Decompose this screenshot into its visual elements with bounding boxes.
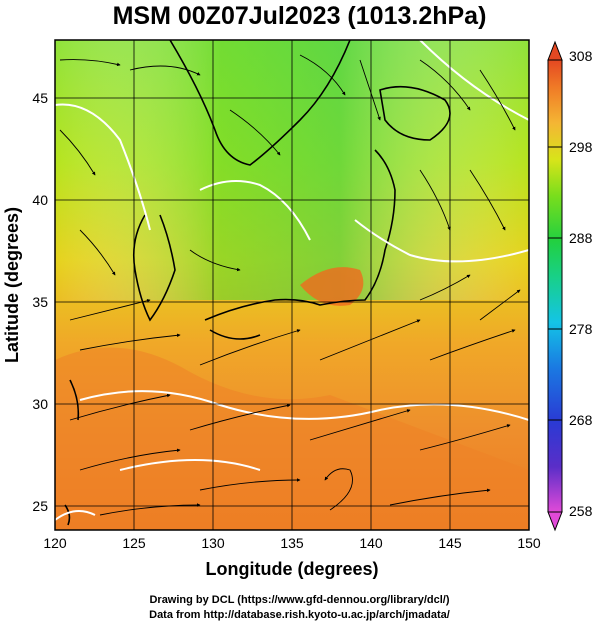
y-axis: 45 40 35 30 25: [32, 90, 48, 514]
x-tick-label: 125: [122, 535, 146, 551]
warm-patch-honshu: [300, 267, 364, 306]
x-tick-label: 140: [359, 535, 383, 551]
x-tick-label: 120: [43, 535, 67, 551]
credit-line-data: Data from http://database.rish.kyoto-u.a…: [149, 609, 450, 621]
x-tick-label: 150: [517, 535, 541, 551]
colorbar-tick-label: 278: [569, 321, 593, 337]
y-tick-label: 40: [32, 192, 48, 208]
plot-area: [55, 40, 529, 530]
y-axis-label: Latitude (degrees): [2, 207, 22, 363]
pressure-contours: [55, 40, 529, 521]
y-tick-label: 25: [32, 498, 48, 514]
x-axis: 120 125 130 135 140 145 150: [43, 535, 541, 551]
colorbar-tick-label: 288: [569, 230, 593, 246]
colorbar-tick-label: 298: [569, 139, 593, 155]
grid-lines: [55, 40, 529, 530]
y-tick-label: 30: [32, 396, 48, 412]
colorbar-tick-label: 268: [569, 412, 593, 428]
colorbar: 308 298 288 278 268 258: [547, 40, 593, 532]
x-tick-label: 135: [280, 535, 304, 551]
map-title: MSM 00Z07Jul2023 (1013.2hPa): [112, 2, 487, 30]
colorbar-tick-label: 258: [569, 503, 593, 519]
credit-line-drawing: Drawing by DCL (https://www.gfd-dennou.o…: [149, 594, 450, 606]
y-tick-label: 35: [32, 294, 48, 310]
plot-frame: [54, 39, 530, 531]
colorbar-top-arrow: [547, 40, 563, 61]
x-axis-label: Longitude (degrees): [205, 559, 378, 579]
x-tick-label: 130: [201, 535, 225, 551]
colorbar-tick-label: 308: [569, 48, 593, 64]
y-tick-label: 45: [32, 90, 48, 106]
x-tick-label: 145: [438, 535, 462, 551]
colorbar-bottom-arrow: [547, 511, 563, 532]
colorbar-body: [547, 59, 563, 513]
